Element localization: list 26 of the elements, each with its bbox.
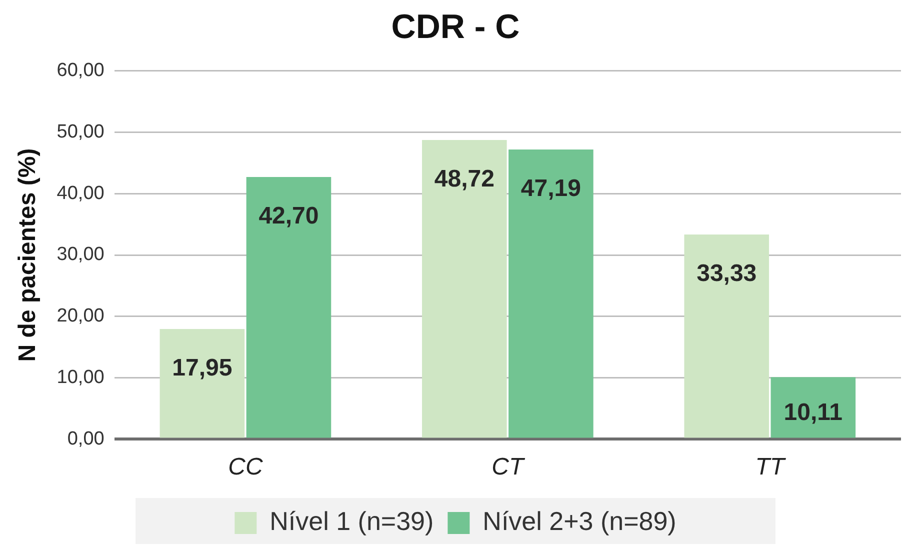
x-tick-label: TT	[755, 453, 787, 480]
data-label: 48,72	[434, 166, 494, 193]
chart-title: CDR - C	[391, 8, 520, 46]
bar	[422, 140, 507, 438]
y-axis-title: N de pacientes (%)	[14, 148, 42, 362]
y-tick-label: 0,00	[67, 428, 104, 450]
y-tick-label: 20,00	[56, 306, 104, 327]
legend-label: Nível 1 (n=39)	[270, 506, 434, 536]
y-tick-label: 40,00	[56, 182, 104, 204]
x-tick-label: CT	[492, 453, 526, 480]
y-tick-label: 60,00	[56, 60, 104, 82]
bar	[684, 234, 770, 438]
bar	[160, 328, 245, 438]
data-label: 47,19	[520, 175, 581, 202]
bar	[246, 177, 332, 438]
bar	[770, 377, 856, 438]
y-tick-label: 30,00	[56, 244, 104, 266]
x-tick-label: CC	[228, 453, 264, 480]
legend-label: Nível 2+3 (n=89)	[482, 506, 676, 536]
data-label: 10,11	[784, 399, 843, 426]
data-label: 33,33	[696, 260, 757, 288]
bar	[508, 149, 594, 438]
y-tick-label: 50,00	[56, 121, 104, 142]
y-tick-label: 10,00	[56, 367, 104, 388]
data-label: 17,95	[172, 354, 232, 382]
data-label: 42,70	[258, 202, 319, 230]
